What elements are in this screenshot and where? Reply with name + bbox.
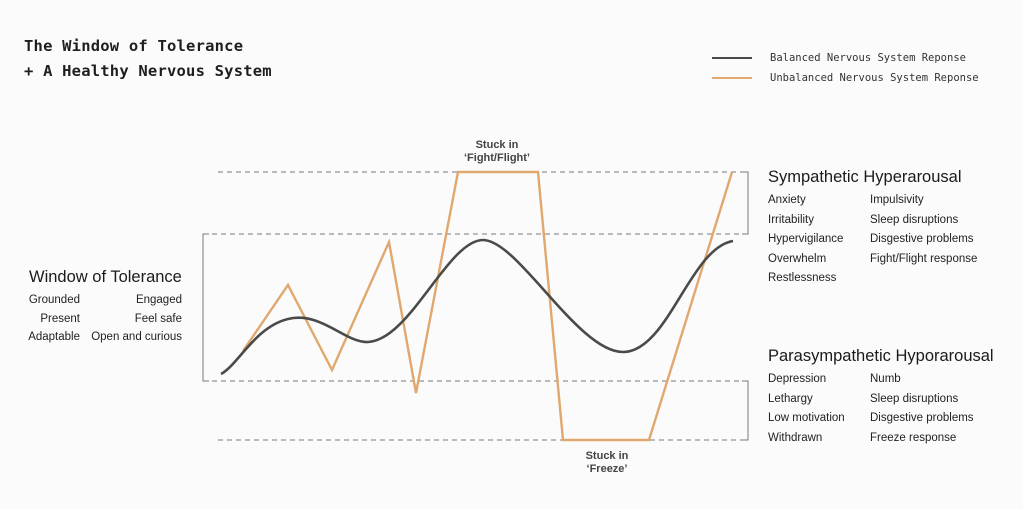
symptom-item: Depression bbox=[768, 373, 827, 385]
stuck-freeze-label: Stuck in ‘Freeze’ bbox=[547, 450, 667, 476]
window-trait: Grounded bbox=[28, 294, 80, 306]
symptom-item: Sleep disruptions bbox=[870, 392, 959, 405]
sympathetic-title: Sympathetic Hyperarousal bbox=[768, 168, 962, 186]
title-line-1: The Window of Tolerance bbox=[24, 37, 244, 55]
window-trait: Engaged bbox=[135, 294, 182, 306]
diagram-title: The Window of Tolerance + A Healthy Nerv… bbox=[24, 34, 272, 84]
legend: Balanced Nervous System Reponse Unbalanc… bbox=[712, 48, 979, 88]
stuck-freeze-line2: ‘Freeze’ bbox=[586, 463, 628, 475]
window-trait: Open and curious bbox=[91, 331, 182, 343]
window-of-tolerance-title: Window of Tolerance bbox=[29, 268, 182, 286]
symptom-item: Freeze response bbox=[870, 431, 957, 444]
window-traits-right: Engaged Feel safe Open and curious bbox=[91, 291, 182, 347]
legend-item-balanced: Balanced Nervous System Reponse bbox=[712, 48, 979, 68]
balanced-response-line bbox=[220, 238, 734, 376]
symptom-item: Sleep disruptions bbox=[870, 213, 959, 226]
symptom-item: Numb bbox=[870, 373, 901, 385]
symptom-item: Fight/Flight response bbox=[870, 252, 978, 265]
title-line-2: + A Healthy Nervous System bbox=[24, 62, 272, 80]
legend-swatch-balanced bbox=[712, 57, 752, 59]
window-trait: Present bbox=[40, 312, 80, 325]
symptom-item: Irritability bbox=[768, 213, 815, 226]
symptom-item: Lethargy bbox=[768, 392, 813, 405]
symptom-item: Withdrawn bbox=[768, 431, 823, 444]
stuck-fight-flight-label: Stuck in ‘Fight/Flight’ bbox=[437, 139, 557, 165]
legend-item-unbalanced: Unbalanced Nervous System Reponse bbox=[712, 68, 979, 88]
symptom-item: Restlessness bbox=[768, 272, 837, 284]
unbalanced-response-line bbox=[242, 170, 734, 442]
stuck-freeze-line1: Stuck in bbox=[585, 450, 629, 462]
parasympathetic-symptoms-right: Numb Sleep disruptions Disgestive proble… bbox=[870, 370, 974, 448]
sympathetic-symptoms-left: Anxiety Irritability Hypervigilance Over… bbox=[768, 191, 843, 289]
window-trait: Feel safe bbox=[134, 312, 182, 325]
symptom-item: Disgestive problems bbox=[870, 412, 974, 424]
symptom-item: Hypervigilance bbox=[768, 233, 844, 245]
legend-label-balanced: Balanced Nervous System Reponse bbox=[770, 52, 966, 64]
symptom-item: Anxiety bbox=[768, 194, 806, 206]
symptom-item: Low motivation bbox=[768, 412, 845, 424]
legend-label-unbalanced: Unbalanced Nervous System Reponse bbox=[770, 72, 979, 84]
parasympathetic-bracket bbox=[742, 380, 749, 441]
window-traits-left: Grounded Present Adaptable bbox=[28, 291, 80, 347]
window-of-tolerance-bracket bbox=[202, 233, 209, 382]
symptom-item: Overwhelm bbox=[768, 252, 827, 265]
sympathetic-symptoms-right: Impulsivity Sleep disruptions Disgestive… bbox=[870, 191, 977, 269]
symptom-item: Disgestive problems bbox=[870, 233, 974, 245]
zone-guides bbox=[202, 171, 749, 441]
legend-swatch-unbalanced bbox=[712, 77, 752, 79]
stuck-fight-flight-line2: ‘Fight/Flight’ bbox=[464, 152, 530, 164]
sympathetic-bracket bbox=[742, 171, 749, 235]
parasympathetic-symptoms-left: Depression Lethargy Low motivation Withd… bbox=[768, 370, 845, 448]
window-trait: Adaptable bbox=[28, 331, 80, 343]
stuck-fight-flight-line1: Stuck in bbox=[475, 139, 519, 151]
parasympathetic-title: Parasympathetic Hyporarousal bbox=[768, 347, 994, 365]
symptom-item: Impulsivity bbox=[870, 194, 924, 206]
